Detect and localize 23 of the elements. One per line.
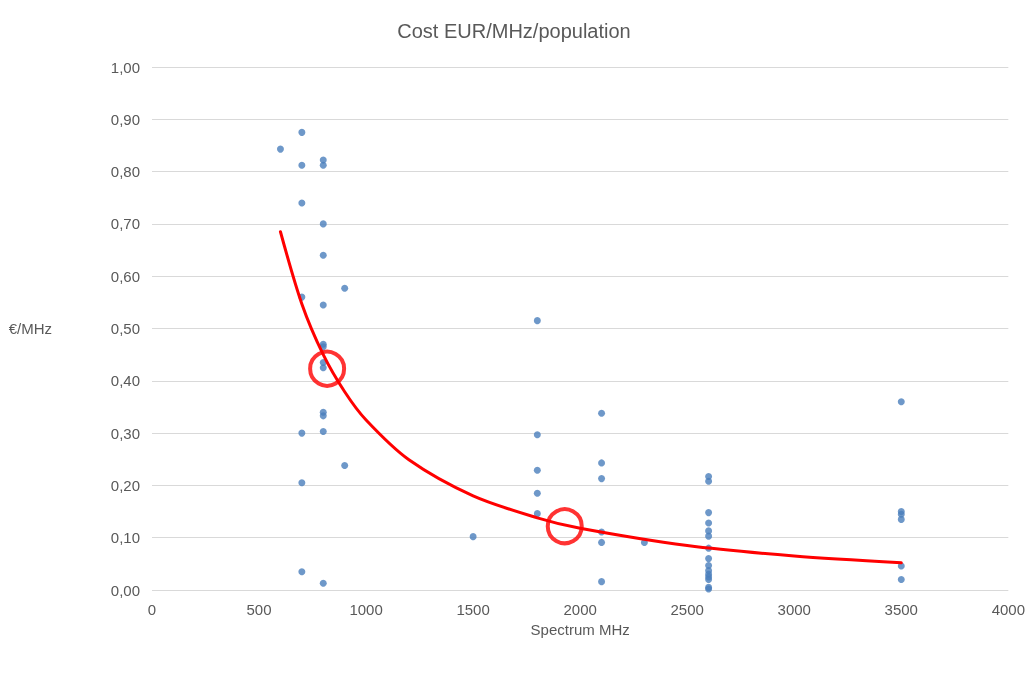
y-tick-label: 0,80 [110,163,140,181]
x-tick-label: 0 [147,601,157,618]
chart-title: Cost EUR/MHz/population [397,20,631,42]
x-tick-label: 4000 [991,601,1025,618]
y-tick-label: 0,10 [110,529,140,547]
y-axis-title: €/MHz [8,320,52,337]
x-tick-label: 2000 [563,601,597,618]
y-tick-label: 0,70 [110,215,140,233]
x-axis-title: Spectrum MHz [530,620,630,638]
x-tick-label: 3000 [777,601,811,618]
x-tick-label: 1000 [349,601,383,618]
y-tick-label: 0,20 [110,476,140,494]
y-tick-label: 0,00 [110,581,140,599]
y-tick-label: 0,60 [110,267,140,285]
y-tick-label: 1,00 [110,58,140,76]
x-tick-label: 500 [246,601,272,618]
y-tick-label: 0,30 [110,424,140,442]
x-tick-label: 3500 [884,601,918,618]
y-tick-label: 0,90 [110,110,140,128]
y-tick-label: 0,40 [110,372,140,390]
x-tick-label: 2500 [670,601,704,618]
x-tick-label: 1500 [456,601,490,618]
y-tick-label: 0,50 [110,320,140,337]
